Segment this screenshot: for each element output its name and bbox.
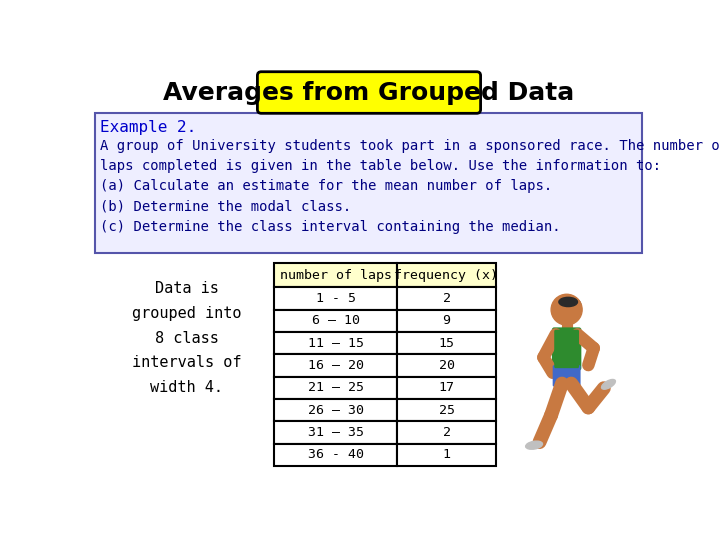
FancyBboxPatch shape xyxy=(553,365,580,387)
Bar xyxy=(397,309,496,332)
Bar xyxy=(397,421,496,444)
Bar xyxy=(274,264,397,287)
Text: (b) Determine the modal class.: (b) Determine the modal class. xyxy=(100,199,351,213)
Bar xyxy=(274,444,397,466)
Text: 17: 17 xyxy=(438,381,454,394)
Ellipse shape xyxy=(564,296,581,310)
Text: number of laps: number of laps xyxy=(279,269,392,282)
Text: Averages from Grouped Data: Averages from Grouped Data xyxy=(163,82,575,105)
Text: frequency (x): frequency (x) xyxy=(395,269,498,282)
Bar xyxy=(274,354,397,377)
Text: 6 – 10: 6 – 10 xyxy=(312,314,360,327)
Bar xyxy=(274,287,397,309)
Bar xyxy=(397,354,496,377)
Text: 15: 15 xyxy=(438,336,454,350)
Text: 9: 9 xyxy=(443,314,451,327)
Bar xyxy=(274,399,397,421)
Bar xyxy=(274,421,397,444)
Text: 2: 2 xyxy=(443,426,451,439)
Text: Example 2.: Example 2. xyxy=(100,120,197,136)
Text: (c) Determine the class interval containing the median.: (c) Determine the class interval contain… xyxy=(100,219,561,233)
Text: 11 – 15: 11 – 15 xyxy=(307,336,364,350)
Text: Data is
grouped into
8 class
intervals of
width 4.: Data is grouped into 8 class intervals o… xyxy=(132,281,242,395)
Bar xyxy=(397,264,496,287)
Ellipse shape xyxy=(601,380,616,389)
Ellipse shape xyxy=(559,298,577,307)
Text: 2: 2 xyxy=(443,292,451,305)
Text: 36 - 40: 36 - 40 xyxy=(307,448,364,461)
Text: 1: 1 xyxy=(443,448,451,461)
Bar xyxy=(274,332,397,354)
Text: 21 – 25: 21 – 25 xyxy=(307,381,364,394)
Text: 16 – 20: 16 – 20 xyxy=(307,359,364,372)
Text: 20: 20 xyxy=(438,359,454,372)
Text: 1 - 5: 1 - 5 xyxy=(315,292,356,305)
Bar xyxy=(274,309,397,332)
Circle shape xyxy=(551,294,582,325)
Text: (a) Calculate an estimate for the mean number of laps.: (a) Calculate an estimate for the mean n… xyxy=(100,179,552,193)
Bar xyxy=(397,399,496,421)
FancyBboxPatch shape xyxy=(552,327,581,370)
FancyBboxPatch shape xyxy=(258,72,481,113)
Text: laps completed is given in the table below. Use the information to:: laps completed is given in the table bel… xyxy=(100,159,661,173)
Text: A group of University students took part in a sponsored race. The number of: A group of University students took part… xyxy=(100,139,720,153)
Text: 25: 25 xyxy=(438,403,454,417)
Bar xyxy=(397,444,496,466)
Ellipse shape xyxy=(526,441,542,449)
Text: 26 – 30: 26 – 30 xyxy=(307,403,364,417)
FancyBboxPatch shape xyxy=(94,112,642,253)
Bar xyxy=(274,377,397,399)
Bar xyxy=(397,377,496,399)
Text: 31 – 35: 31 – 35 xyxy=(307,426,364,439)
Bar xyxy=(397,332,496,354)
FancyBboxPatch shape xyxy=(554,330,579,368)
Bar xyxy=(397,287,496,309)
